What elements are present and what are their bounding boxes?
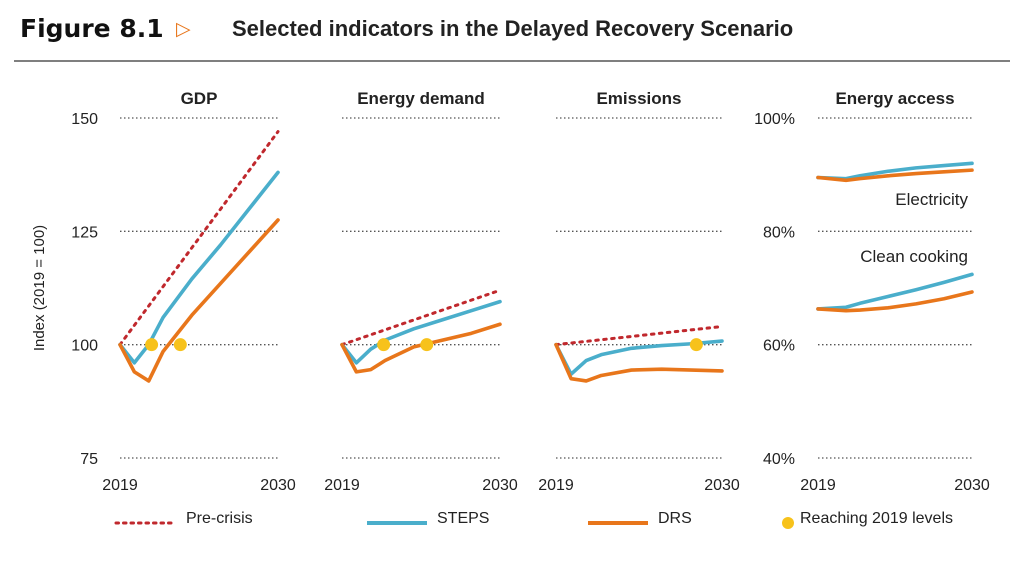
y-tick-energy-access-3: 100%: [754, 111, 795, 128]
figure-header: Figure 8.1 ▷ Selected indicators in the …: [14, 10, 1014, 50]
series-line-energy-demand-pre-crisis-0: [340, 288, 502, 347]
x-tick-emissions-end: 2030: [704, 477, 740, 494]
panel-title-gdp: GDP: [181, 89, 218, 108]
annotation-electricity: Electricity: [895, 190, 968, 209]
legend-swatch-drs: [588, 521, 648, 525]
y-tick-gdp-3: 150: [71, 111, 98, 128]
figure-title: Selected indicators in the Delayed Recov…: [232, 16, 794, 41]
y-axis-label: Index (2019 = 100): [31, 225, 48, 351]
y-tick-energy-access-0: 40%: [763, 451, 795, 468]
series-line-energy-access-drs-clean-cooking-3: [816, 290, 974, 313]
legend-swatch-pre-crisis: [114, 521, 178, 525]
legend-swatch-reach: [782, 517, 794, 529]
annotation-clean-cooking: Clean cooking: [860, 247, 968, 266]
series-line-emissions-steps-1: [554, 339, 724, 376]
x-tick-gdp-end: 2030: [260, 477, 296, 494]
panel-title-emissions: Emissions: [596, 89, 681, 108]
reach-point-energy-demand-0: [377, 338, 391, 352]
series-line-energy-access-steps-clean-cooking-2: [816, 272, 974, 311]
y-tick-gdp-2: 125: [71, 224, 98, 241]
legend-label-pre-crisis: Pre-crisis: [186, 510, 253, 527]
y-tick-gdp-0: 75: [80, 451, 98, 468]
y-tick-energy-access-1: 60%: [763, 338, 795, 355]
reach-point-gdp-0: [145, 338, 159, 352]
legend-label-reach: Reaching 2019 levels: [800, 510, 953, 527]
x-tick-energy-demand-start: 2019: [324, 477, 360, 494]
reach-point-gdp-1: [173, 338, 187, 352]
figure-number: Figure 8.1: [20, 14, 164, 43]
y-tick-energy-access-2: 80%: [763, 224, 795, 241]
x-tick-emissions-start: 2019: [538, 477, 574, 494]
series-line-gdp-pre-crisis-0: [118, 130, 280, 347]
x-tick-energy-access-end: 2030: [954, 477, 990, 494]
reach-point-emissions-0: [689, 338, 703, 352]
panel-title-energy-access: Energy access: [835, 89, 954, 108]
series-line-energy-demand-drs-2: [340, 322, 502, 374]
x-tick-energy-access-start: 2019: [800, 477, 836, 494]
legend-swatch-steps: [367, 521, 427, 525]
series-line-emissions-drs-2: [554, 342, 724, 383]
legend: Pre-crisis STEPS DRS Reaching 2019 level…: [0, 510, 1024, 538]
series-line-energy-access-drs-electricity-1: [816, 168, 974, 183]
figure-arrow-icon: ▷: [176, 19, 191, 40]
header-rule: [14, 60, 1010, 62]
legend-label-drs: DRS: [658, 510, 692, 527]
y-tick-gdp-1: 100: [71, 338, 98, 355]
x-tick-gdp-start: 2019: [102, 477, 138, 494]
panel-title-energy-demand: Energy demand: [357, 89, 485, 108]
series-line-gdp-drs-2: [118, 218, 280, 383]
series-line-gdp-steps-1: [118, 170, 280, 365]
series-line-energy-demand-steps-1: [340, 299, 502, 365]
reach-point-energy-demand-1: [420, 338, 434, 352]
legend-label-steps: STEPS: [437, 510, 490, 527]
series-line-emissions-pre-crisis-0: [554, 325, 724, 347]
x-tick-energy-demand-end: 2030: [482, 477, 518, 494]
